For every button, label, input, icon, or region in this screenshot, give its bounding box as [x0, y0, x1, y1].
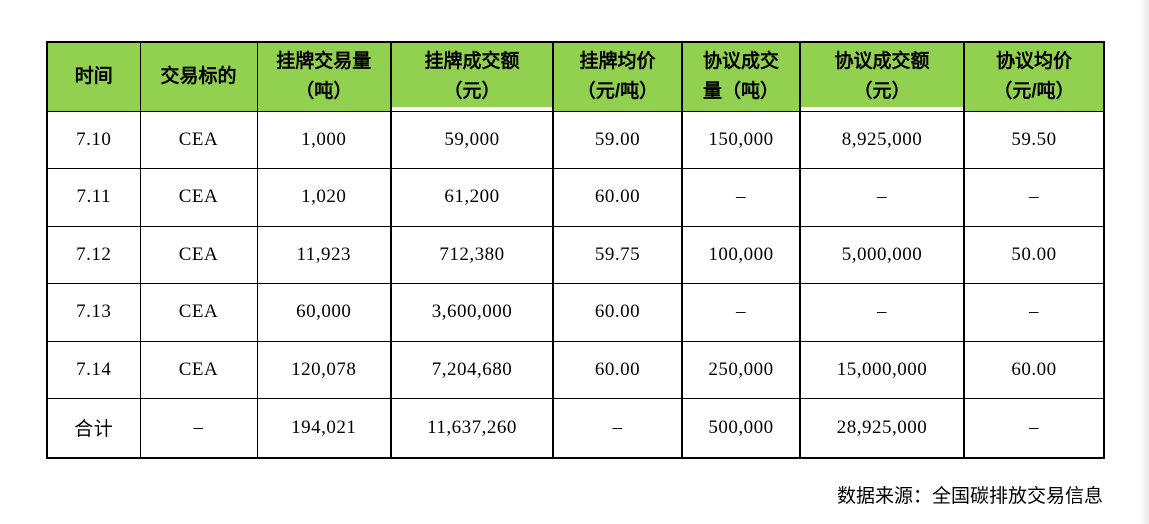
- cell-target: CEA: [139, 110, 258, 169]
- cell-listed-turnover: 7,204,680: [390, 340, 554, 399]
- cell-time: 7.12: [46, 225, 141, 284]
- cell-agreement-volume: 100,000: [681, 225, 801, 284]
- cell-agreement-turnover: 5,000,000: [799, 225, 965, 284]
- column-header-trading-target: 交易标的: [139, 41, 258, 112]
- cell-agreement-avg-price: 59.50: [963, 110, 1105, 169]
- cell-target: CEA: [139, 225, 258, 284]
- cell-agreement-volume: –: [681, 283, 801, 342]
- cell-agreement-turnover: 28,925,000: [799, 398, 965, 458]
- column-header-time: 时间: [46, 41, 141, 112]
- data-source-note: 数据来源：全国碳排放交易信息: [836, 486, 1103, 507]
- cell-target: CEA: [139, 168, 258, 227]
- cell-listed-turnover: 61,200: [390, 168, 554, 227]
- cell-target: –: [139, 398, 258, 458]
- cell-listed-volume: 1,000: [256, 110, 392, 169]
- cell-target: CEA: [139, 283, 258, 342]
- cell-agreement-turnover: 15,000,000: [799, 340, 965, 399]
- cell-time: 7.14: [46, 340, 141, 399]
- cell-agreement-volume: 250,000: [681, 340, 801, 399]
- table-row: 7.11 CEA 1,020 61,200 60.00 – – –: [46, 168, 1105, 227]
- cell-agreement-turnover: –: [799, 168, 965, 227]
- cell-agreement-avg-price: –: [963, 168, 1105, 227]
- cell-target: CEA: [139, 340, 258, 399]
- cell-agreement-volume: 150,000: [681, 110, 801, 169]
- cell-agreement-avg-price: 60.00: [963, 340, 1105, 399]
- cell-agreement-turnover: –: [799, 283, 965, 342]
- cell-listed-avg-price: 59.00: [552, 110, 683, 169]
- cell-listed-avg-price: 60.00: [552, 283, 683, 342]
- cell-agreement-avg-price: 50.00: [963, 225, 1105, 284]
- cell-listed-volume: 120,078: [256, 340, 392, 399]
- table-row: 7.14 CEA 120,078 7,204,680 60.00 250,000…: [46, 340, 1105, 399]
- cell-agreement-turnover: 8,925,000: [799, 110, 965, 169]
- carbon-trading-table: 时间 交易标的 挂牌交易量 （吨） 挂牌成交额 （元） 挂牌均价 （元/吨） 协…: [46, 41, 1105, 459]
- column-header-listed-avg-price: 挂牌均价 （元/吨）: [552, 41, 683, 112]
- cell-listed-turnover: 712,380: [390, 225, 554, 284]
- cell-listed-volume: 11,923: [256, 225, 392, 284]
- cell-agreement-avg-price: –: [963, 283, 1105, 342]
- cell-listed-turnover: 59,000: [390, 110, 554, 169]
- cell-agreement-volume: 500,000: [681, 398, 801, 458]
- page-right-edge: [1138, 0, 1149, 524]
- column-header-agreement-turnover: 协议成交额 （元）: [799, 41, 965, 112]
- cell-listed-avg-price: –: [552, 398, 683, 458]
- cell-listed-turnover: 3,600,000: [390, 283, 554, 342]
- table-row: 7.12 CEA 11,923 712,380 59.75 100,000 5,…: [46, 225, 1105, 284]
- cell-time: 7.13: [46, 283, 141, 342]
- cell-agreement-volume: –: [681, 168, 801, 227]
- cell-time: 7.10: [46, 110, 141, 169]
- column-header-listed-volume: 挂牌交易量 （吨）: [256, 41, 392, 112]
- column-header-agreement-avg-price: 协议均价 （元/吨）: [963, 41, 1105, 112]
- column-header-agreement-volume: 协议成交 量（吨）: [681, 41, 801, 112]
- column-header-listed-turnover: 挂牌成交额 （元）: [390, 41, 554, 112]
- cell-listed-volume: 1,020: [256, 168, 392, 227]
- cell-listed-avg-price: 60.00: [552, 340, 683, 399]
- cell-agreement-avg-price: –: [963, 398, 1105, 458]
- cell-listed-volume: 194,021: [256, 398, 392, 458]
- table-row: 7.13 CEA 60,000 3,600,000 60.00 – – –: [46, 283, 1105, 342]
- cell-listed-volume: 60,000: [256, 283, 392, 342]
- cell-time: 7.11: [46, 168, 141, 227]
- cell-listed-avg-price: 59.75: [552, 225, 683, 284]
- table-row-total: 合计 – 194,021 11,637,260 – 500,000 28,925…: [46, 398, 1105, 458]
- cell-time: 合计: [46, 398, 141, 458]
- cell-listed-avg-price: 60.00: [552, 168, 683, 227]
- table-row: 7.10 CEA 1,000 59,000 59.00 150,000 8,92…: [46, 110, 1105, 169]
- cell-listed-turnover: 11,637,260: [390, 398, 554, 458]
- header-row: 时间 交易标的 挂牌交易量 （吨） 挂牌成交额 （元） 挂牌均价 （元/吨） 协…: [46, 41, 1105, 112]
